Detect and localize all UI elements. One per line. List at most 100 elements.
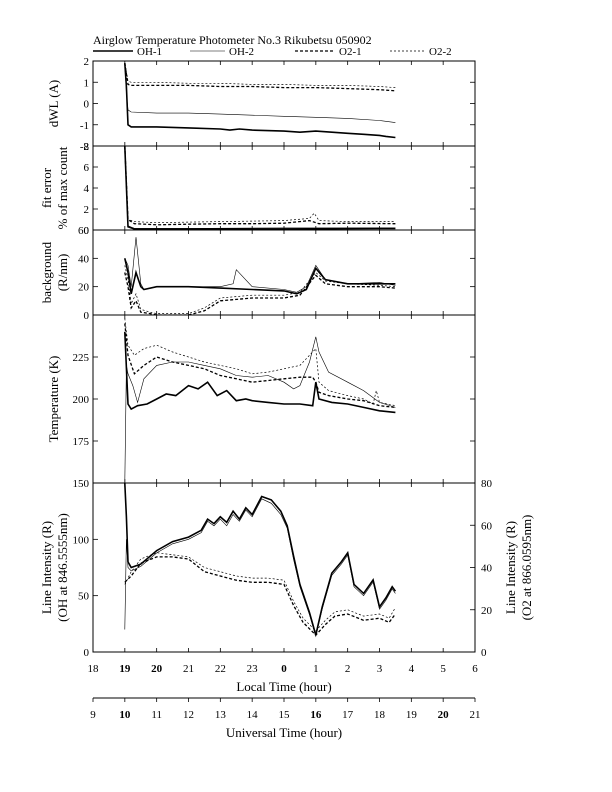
y-tick-label-right: 60	[481, 520, 493, 532]
y-tick-label: -2	[80, 141, 89, 153]
series-o2-1	[124, 146, 396, 226]
y-tick-label-right: 40	[481, 563, 493, 575]
y-tick-label: 8	[84, 141, 90, 153]
y-tick-label: 0	[84, 647, 90, 659]
ut-tick-label: 15	[279, 709, 291, 721]
y-tick-label: 40	[78, 253, 90, 265]
legend-label-oh-1: OH-1	[137, 46, 162, 58]
series-o2-1	[124, 63, 396, 92]
y-axis-label: (R/nm)	[55, 254, 70, 292]
y-tick-label: 0	[84, 225, 90, 237]
ut-tick-label: 9	[90, 709, 96, 721]
y-axis-label: Temperature (K)	[46, 356, 61, 443]
y-tick-label: 2	[84, 204, 90, 216]
series-o2-2	[124, 265, 396, 314]
lt-tick-label: 1	[313, 663, 319, 675]
y-axis-label-right: Line Intensity (R)	[503, 521, 518, 614]
series-o2-2	[124, 552, 396, 632]
y-axis-label-right: (O2 at 866.0595nm)	[519, 515, 534, 621]
lt-tick-label: 18	[88, 663, 100, 675]
panels: -2 -1 0 1 2 dWL (A) 0 2 4 6 8 fit error% of max cou…	[39, 56, 534, 659]
y-axis-label: background	[39, 241, 54, 303]
lt-tick-label: 21	[183, 663, 194, 675]
ut-tick-label: 21	[470, 709, 481, 721]
ut-tick-label: 10	[119, 709, 131, 721]
y-tick-label: 4	[84, 183, 90, 195]
y-tick-label: 2	[84, 56, 90, 68]
y-tick-label-right: 0	[481, 647, 487, 659]
legend-label-o2-1: O2-1	[339, 46, 362, 58]
y-tick-label-right: 20	[481, 605, 493, 617]
series-oh-1	[124, 331, 396, 414]
series-oh-1	[124, 258, 396, 295]
y-tick-label: 200	[73, 394, 90, 406]
lt-tick-label: 3	[377, 663, 383, 675]
y-tick-label: 60	[78, 225, 90, 237]
lt-tick-label: 22	[215, 663, 226, 675]
y-axis-label: dWL (A)	[46, 80, 61, 128]
legend: OH-1 OH-2 O2-1 O2-2	[93, 46, 452, 58]
ut-axis-label: Universal Time (hour)	[226, 725, 342, 740]
lt-tick-label: 2	[345, 663, 351, 675]
y-tick-label: 175	[73, 436, 90, 448]
y-tick-label: 225	[73, 352, 90, 364]
lt-tick-label: 6	[472, 663, 478, 675]
series-oh-2	[124, 146, 396, 229]
lt-tick-label: 23	[247, 663, 259, 675]
panel-temperature: 175 200 225 Temperature (K)	[46, 314, 476, 484]
series-o2-2	[124, 318, 396, 407]
panel-fit-error: 0 2 4 6 8 fit error% of max count	[39, 141, 476, 237]
y-axis-label: (OH at 846.5555nm)	[55, 513, 70, 622]
y-tick-label: 6	[84, 162, 90, 174]
series-o2-1	[124, 323, 396, 409]
series-o2-1	[124, 556, 396, 637]
series-oh-2	[124, 237, 396, 293]
panel-dwl: -2 -1 0 1 2 dWL (A)	[46, 56, 476, 153]
ut-tick-label: 16	[310, 709, 322, 721]
lt-tick-label: 20	[151, 663, 163, 675]
legend-label-o2-2: O2-2	[429, 46, 452, 58]
y-tick-label: 0	[84, 99, 90, 111]
panel-frame	[92, 145, 476, 231]
lt-tick-label: 4	[409, 663, 415, 675]
y-tick-label: 20	[78, 282, 90, 294]
ut-tick-label: 18	[374, 709, 386, 721]
ut-tick-label: 12	[183, 709, 194, 721]
y-axis-label: fit error	[39, 167, 54, 208]
y-tick-label-right: 80	[481, 478, 493, 490]
series-oh-1	[124, 483, 397, 636]
y-tick-label: 150	[73, 478, 90, 490]
ut-tick-label: 19	[406, 709, 418, 721]
y-axis-label: Line Intensity (R)	[39, 521, 54, 614]
panel-frame	[92, 314, 476, 484]
legend-label-oh-2: OH-2	[229, 46, 254, 58]
ut-tick-label: 11	[151, 709, 162, 721]
y-tick-label: 1	[84, 77, 90, 89]
series-o2-2	[124, 63, 396, 88]
series-o2-1	[124, 272, 396, 315]
lt-tick-label: 19	[119, 663, 131, 675]
panel-frame	[92, 229, 476, 316]
y-tick-label: 50	[78, 591, 90, 603]
y-tick-label: 100	[73, 534, 90, 546]
ut-tick-label: 20	[438, 709, 450, 721]
y-tick-label: 0	[84, 310, 90, 322]
series-oh-2	[124, 498, 396, 638]
series-oh-1	[124, 63, 396, 139]
series-o2-2	[124, 146, 396, 224]
lt-tick-label: 5	[440, 663, 446, 675]
panel-frame	[92, 60, 476, 147]
lt-axis-label: Local Time (hour)	[236, 679, 331, 694]
chart-title: Airglow Temperature Photometer No.3 Riku…	[93, 33, 372, 47]
series-oh-1	[124, 146, 396, 230]
ut-tick-label: 17	[342, 709, 354, 721]
lt-tick-label: 0	[281, 663, 287, 675]
series-oh-2	[124, 63, 396, 123]
y-tick-label: -1	[80, 120, 89, 132]
ut-tick-label: 14	[247, 709, 259, 721]
panel-background: 0 20 40 60 background (R/nm)	[39, 225, 476, 322]
ut-tick-label: 13	[215, 709, 227, 721]
